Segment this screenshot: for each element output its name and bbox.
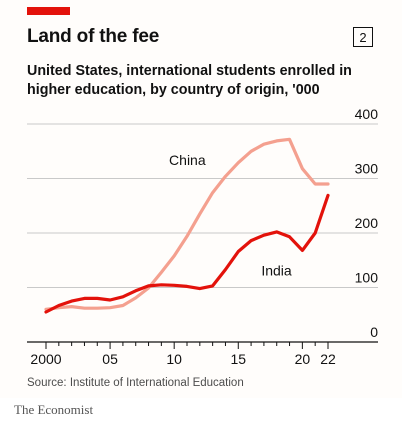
x-tick-label: 22 xyxy=(320,351,336,367)
chart-card: Land of the fee 2 United States, interna… xyxy=(27,7,379,389)
series-lines xyxy=(44,137,330,314)
source-note: Source: Institute of International Educa… xyxy=(27,377,244,389)
y-axis-ticks: 0 100 200 300 400 xyxy=(355,106,379,340)
x-tick-label: 05 xyxy=(102,351,118,367)
publisher-credit: The Economist xyxy=(14,402,94,417)
x-tick-label: 10 xyxy=(166,351,182,367)
x-tick-label: 15 xyxy=(230,351,246,367)
y-tick-label: 100 xyxy=(355,270,379,286)
series-line-india xyxy=(44,193,330,314)
y-tick-label: 400 xyxy=(355,106,379,122)
gridlines xyxy=(27,123,378,343)
x-axis-ticks: 2000 05 10 15 20 22 xyxy=(30,342,336,367)
y-tick-label: 200 xyxy=(355,215,379,231)
y-tick-label: 0 xyxy=(370,324,378,340)
chart-number-badge: 2 xyxy=(353,27,373,47)
series-line-china xyxy=(44,137,330,311)
y-tick-label: 300 xyxy=(355,161,379,177)
x-tick-label: 20 xyxy=(295,351,311,367)
chart-title: Land of the fee xyxy=(27,26,160,47)
line-chart: 0 100 200 300 400 2000 05 10 15 20 22 China India xyxy=(27,106,379,367)
series-label-china: China xyxy=(169,152,206,168)
x-tick-label: 2000 xyxy=(30,351,61,367)
brand-red-bar xyxy=(27,7,70,15)
series-labels: China India xyxy=(169,152,292,279)
chart-subtitle: United States, international students en… xyxy=(27,63,352,98)
series-label-india: India xyxy=(261,263,292,279)
